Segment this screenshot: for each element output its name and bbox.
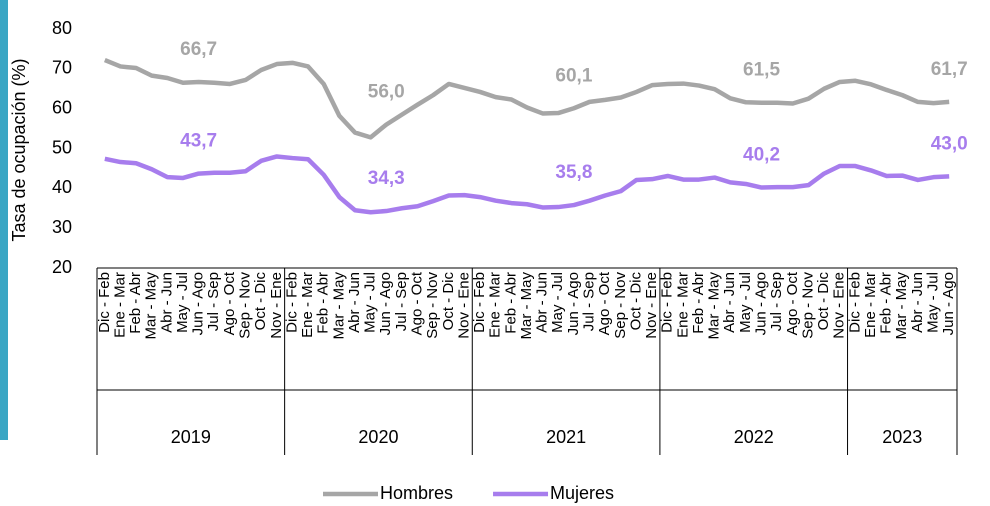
legend-label: Mujeres: [550, 483, 614, 503]
x-tick-label: Dic - Feb: [283, 272, 300, 333]
x-tick-label: Ago - Oct: [409, 271, 426, 335]
x-tick-label: May - Jul: [549, 272, 566, 333]
group-label: 2019: [171, 427, 211, 447]
series-line: [103, 57, 950, 140]
x-tick-label: Jun - Ago: [753, 272, 770, 335]
y-tick-label: 30: [52, 217, 72, 237]
data-label: 61,5: [743, 60, 780, 81]
x-tick-label: Ene - Mar: [299, 272, 316, 338]
x-tick-label: Jun - Ago: [377, 272, 394, 335]
data-label: 66,7: [180, 39, 217, 60]
y-tick-label: 70: [52, 58, 72, 78]
group-label: 2020: [358, 427, 398, 447]
x-tick-label: Jul - Sep: [768, 272, 785, 331]
x-tick-label: May - Jul: [174, 272, 191, 333]
x-tick-label: Sep - Nov: [237, 272, 254, 339]
x-tick-label: Oct - Dic: [815, 272, 832, 331]
data-label: 43,0: [931, 133, 968, 154]
series-line: [104, 154, 950, 215]
x-tick-label: Abr - Jun: [909, 272, 926, 333]
data-label: 35,8: [555, 162, 592, 183]
x-tick-label: Mar - May: [706, 272, 723, 340]
x-tick-label: May - Jul: [925, 272, 942, 333]
x-tick-label: Jul - Sep: [393, 272, 410, 331]
group-label: 2023: [882, 427, 922, 447]
y-tick-label: 50: [52, 137, 72, 157]
x-tick-label: Ene - Mar: [487, 272, 504, 338]
x-tick-label: Oct - Dic: [440, 272, 457, 331]
legend-label: Hombres: [380, 483, 453, 503]
data-label: 40,2: [743, 145, 780, 166]
group-label: 2022: [734, 427, 774, 447]
data-label: 34,3: [368, 168, 405, 189]
x-tick-label: Sep - Nov: [799, 272, 816, 339]
x-tick-label: Sep - Nov: [424, 272, 441, 339]
x-tick-label: Jun - Ago: [565, 272, 582, 335]
x-tick-label: Nov - Ene: [643, 272, 660, 339]
y-tick-label: 40: [52, 177, 72, 197]
x-tick-label: Jul - Sep: [205, 272, 222, 331]
x-tick-label: Ene - Mar: [862, 272, 879, 338]
x-tick-label: Feb - Abr: [502, 272, 519, 334]
x-tick-label: Dic - Feb: [471, 272, 488, 333]
x-tick-label: Abr - Jun: [346, 272, 363, 333]
x-tick-label: Nov - Ene: [455, 272, 472, 339]
x-tick-label: Ago - Oct: [221, 271, 238, 335]
x-tick-label: Ago - Oct: [784, 271, 801, 335]
x-tick-label: Dic - Feb: [96, 272, 113, 333]
y-axis-label: Tasa de ocupación (%): [9, 58, 29, 241]
x-tick-label: Mar - May: [143, 272, 160, 340]
data-label: 43,7: [180, 131, 217, 152]
x-tick-label: Mar - May: [518, 272, 535, 340]
side-bar: [0, 0, 8, 440]
group-label: 2021: [546, 427, 586, 447]
x-tick-label: Dic - Feb: [659, 272, 676, 333]
x-tick-label: Sep - Nov: [612, 272, 629, 339]
x-tick-label: Ago - Oct: [596, 271, 613, 335]
y-tick-label: 80: [52, 18, 72, 38]
y-tick-label: 20: [52, 257, 72, 277]
x-tick-label: Abr - Jun: [534, 272, 551, 333]
x-tick-label: Feb - Abr: [127, 272, 144, 334]
x-tick-label: May - Jul: [362, 272, 379, 333]
data-label: 61,7: [931, 59, 968, 80]
x-tick-label: Oct - Dic: [627, 272, 644, 331]
x-tick-label: Feb - Abr: [315, 272, 332, 334]
x-tick-label: Feb - Abr: [690, 272, 707, 334]
data-label: 56,0: [368, 82, 405, 103]
x-tick-label: May - Jul: [737, 272, 754, 333]
x-tick-label: Nov - Ene: [268, 272, 285, 339]
x-tick-label: Oct - Dic: [252, 272, 269, 331]
x-tick-label: Mar - May: [330, 272, 347, 340]
x-tick-label: Dic - Feb: [846, 272, 863, 333]
x-tick-label: Abr - Jun: [721, 272, 738, 333]
x-tick-label: Ene - Mar: [111, 272, 128, 338]
x-tick-label: Nov - Ene: [831, 272, 848, 339]
data-label: 60,1: [555, 65, 592, 86]
x-tick-label: Ene - Mar: [674, 272, 691, 338]
x-tick-label: Jun - Ago: [940, 272, 957, 335]
x-tick-label: Mar - May: [893, 272, 910, 340]
y-tick-label: 60: [52, 97, 72, 117]
x-tick-label: Abr - Jun: [158, 272, 175, 333]
x-tick-label: Feb - Abr: [878, 272, 895, 334]
x-tick-label: Jun - Ago: [190, 272, 207, 335]
x-tick-label: Jul - Sep: [581, 272, 598, 331]
